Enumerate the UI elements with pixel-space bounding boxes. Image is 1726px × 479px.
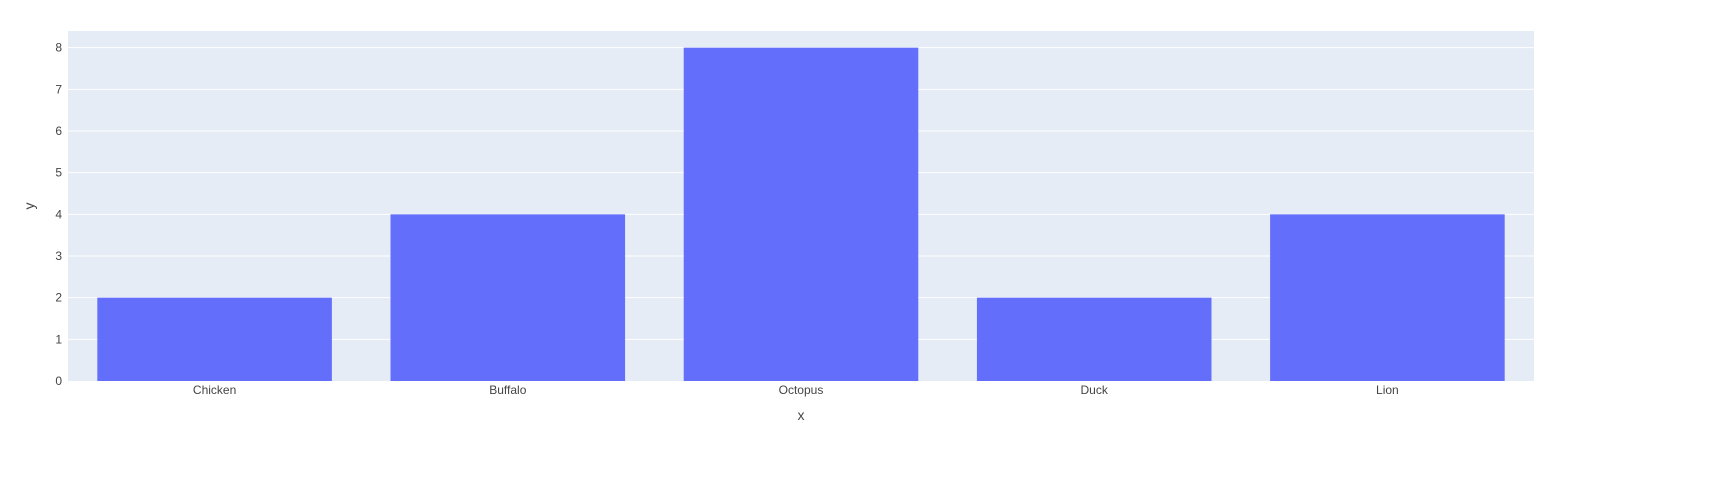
y-tick-label: 1 [55,332,62,346]
y-tick-label: 3 [55,249,62,263]
y-tick-label: 7 [55,82,62,96]
y-tick-label: 5 [55,166,62,180]
y-tick-label: 6 [55,124,62,138]
x-axis-ticks: Chicken Buffalo Octopus Duck Lion [193,383,1399,397]
y-axis-ticks: 0 1 2 3 4 5 6 7 8 [55,41,62,388]
y-tick-label: 2 [55,291,62,305]
bar[interactable] [683,47,919,382]
y-tick-label: 8 [55,41,62,55]
x-tick-label: Chicken [193,383,236,397]
bar[interactable] [390,214,626,381]
x-axis-title: x [798,407,805,423]
bar[interactable] [97,297,332,381]
bar[interactable] [1270,214,1505,381]
y-tick-label: 0 [55,374,62,388]
bars [97,47,1505,382]
x-tick-label: Octopus [779,383,824,397]
bar[interactable] [976,297,1212,381]
y-axis-title: y [21,203,37,210]
x-tick-label: Duck [1081,383,1109,397]
x-tick-label: Buffalo [489,383,526,397]
x-tick-label: Lion [1376,383,1399,397]
y-tick-label: 4 [55,207,62,221]
